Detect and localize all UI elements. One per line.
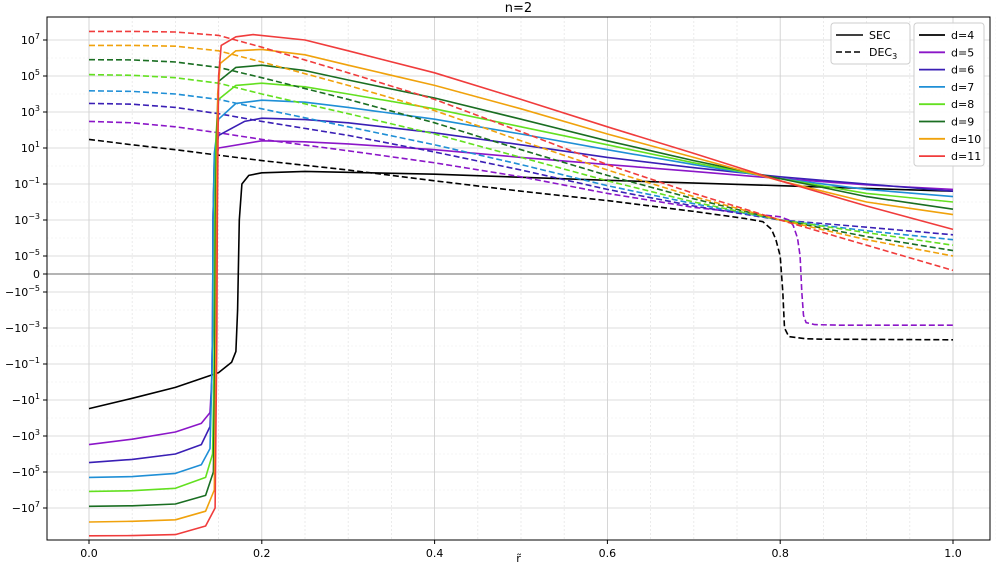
series-line-d5-sec	[88, 140, 954, 446]
series-line-d9-sec	[88, 64, 954, 508]
y-tick-label: −105	[12, 464, 40, 479]
legend-label-d=11: d=11	[951, 150, 981, 163]
x-axis-label: r̃	[516, 552, 522, 565]
legend-label-d=8: d=8	[951, 98, 974, 111]
y-tick-label: −10−5	[5, 284, 40, 299]
grid	[47, 17, 996, 540]
y-tick-label: −10−3	[5, 320, 40, 335]
series-line-d6-dec3	[88, 102, 954, 236]
style-legend: SEC DEC3	[830, 22, 911, 65]
y-axis: 107 105 103 101 10−1 10−3 10−5 0 −10−5 −10−3 −10−1…	[5, 32, 47, 515]
y-tick-label: 107	[21, 32, 40, 47]
series-line-d10-sec	[88, 48, 954, 523]
series-line-d11-dec3	[89, 30, 954, 272]
y-tick-label: −103	[12, 428, 40, 443]
y-tick-label: 105	[21, 68, 40, 83]
series-layer	[88, 30, 954, 537]
y-tick-label: −107	[12, 500, 40, 515]
legend-label-d=4: d=4	[951, 29, 974, 42]
legend-label-d=5: d=5	[951, 46, 974, 59]
series-line-d5-dec3	[88, 120, 953, 327]
series-line-d8-dec3	[88, 73, 954, 246]
x-tick-label: 0.6	[599, 547, 617, 560]
x-tick-label: 0.4	[426, 547, 444, 560]
x-tick-label: 0.0	[80, 547, 98, 560]
legend-label-sec: SEC	[869, 29, 891, 42]
legend-label-d=10: d=10	[951, 133, 981, 146]
style-legend-box	[830, 22, 911, 65]
series-line-d11-sec	[88, 33, 954, 537]
x-tick-label: 0.2	[253, 547, 271, 560]
chart-title: n=2	[505, 1, 532, 16]
y-tick-label: 10−3	[14, 212, 40, 227]
legend-label-dec: DEC3	[869, 46, 897, 61]
y-tick-label: 10−1	[14, 176, 40, 191]
series-line-d8-sec	[88, 82, 954, 493]
y-tick-label: 10−5	[14, 248, 40, 263]
dimension-legend: d=4 d=5 d=6 d=7 d=8 d=9 d=10 d=11	[913, 22, 985, 167]
plot-frame	[46, 16, 991, 541]
legend-label-d=7: d=7	[951, 81, 974, 94]
y-tick-label: 103	[21, 104, 40, 119]
series-line-d4-dec3	[88, 138, 954, 341]
legend-label-d=6: d=6	[951, 64, 974, 77]
y-tick-label: 0	[33, 268, 40, 281]
x-axis: 0.0 0.2 0.4 0.6 0.8 1.0	[80, 540, 962, 560]
legend-label-d=9: d=9	[951, 116, 974, 129]
x-tick-label: 1.0	[944, 547, 962, 560]
y-tick-label: −101	[12, 392, 40, 407]
y-tick-label: −10−1	[5, 356, 40, 371]
x-tick-label: 0.8	[771, 547, 789, 560]
y-tick-label: 101	[21, 140, 40, 155]
series-line-d6-sec	[88, 117, 954, 464]
dimension-legend-box	[913, 22, 985, 167]
